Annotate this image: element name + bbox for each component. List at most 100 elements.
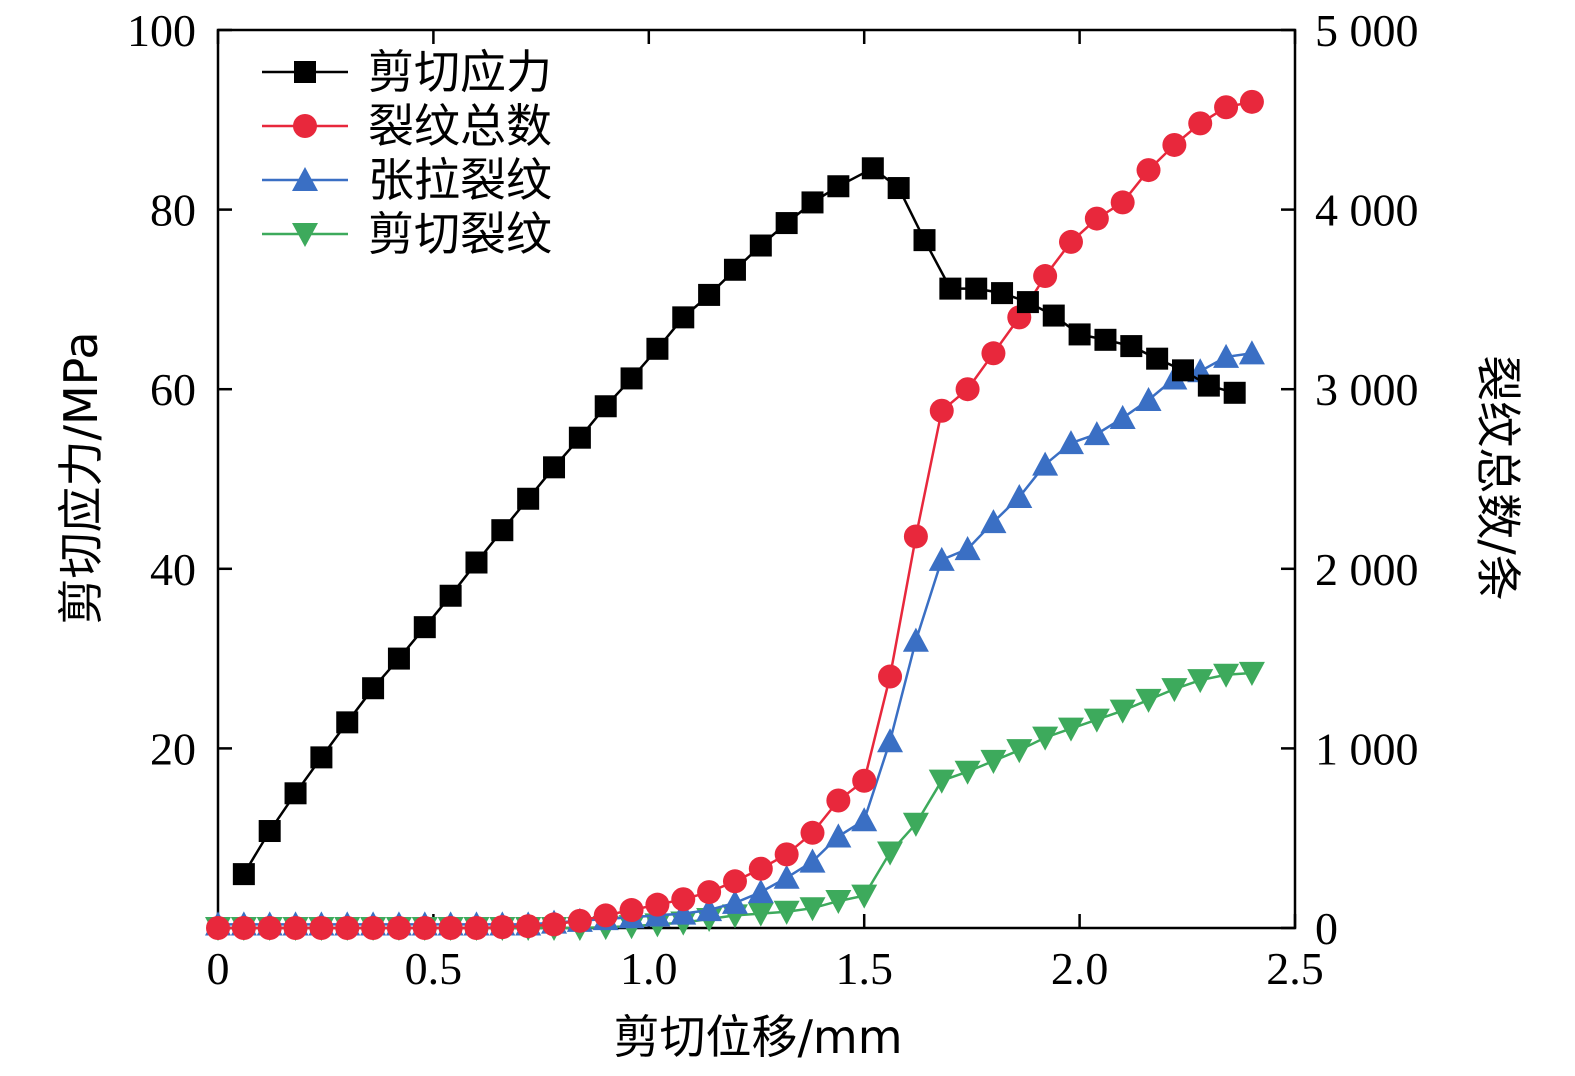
y-left-tick-label: 40 — [150, 544, 196, 595]
legend-entry: 裂纹总数 — [262, 99, 552, 153]
data-point — [928, 769, 955, 794]
data-point — [1033, 264, 1058, 289]
legend-label: 张拉裂纹 — [368, 153, 552, 207]
data-point — [309, 916, 334, 940]
y-right-tick-label: 3 000 — [1315, 364, 1419, 415]
legend-entry: 张拉裂纹 — [262, 153, 552, 207]
data-point — [517, 487, 540, 510]
data-point — [491, 519, 514, 542]
x-axis-title: 剪切位移/mm — [613, 1010, 902, 1064]
data-point — [1083, 708, 1110, 733]
data-point — [620, 367, 643, 390]
data-point — [670, 900, 697, 925]
data-point — [1146, 347, 1169, 370]
data-point — [1094, 328, 1117, 351]
data-point — [1006, 739, 1033, 764]
data-point — [775, 212, 798, 235]
data-point — [619, 898, 644, 923]
y-right-tick-label: 2 000 — [1315, 544, 1419, 595]
data-point — [826, 788, 851, 813]
y-axis-right-title: 裂纹总数/条 — [1471, 355, 1525, 601]
data-point — [1135, 386, 1162, 412]
data-point — [439, 584, 462, 607]
data-point — [362, 677, 385, 700]
data-point — [284, 782, 307, 805]
data-point — [257, 916, 282, 940]
y-left-tick-label: 80 — [150, 185, 196, 236]
data-point — [721, 889, 748, 914]
data-point — [980, 749, 1007, 774]
legend-label: 剪切裂纹 — [368, 207, 552, 261]
data-point — [465, 551, 488, 574]
data-point — [1171, 359, 1194, 382]
data-point — [283, 916, 308, 940]
x-tick-label: 1.0 — [620, 943, 678, 994]
series-square — [232, 157, 1246, 886]
data-point — [671, 887, 696, 912]
x-tick-label: 1.5 — [835, 943, 893, 994]
data-point — [1239, 89, 1264, 114]
data-point — [773, 864, 800, 889]
series-triangle-up — [205, 340, 1265, 936]
data-point — [258, 820, 281, 843]
data-point — [1135, 688, 1162, 713]
data-point — [799, 897, 826, 922]
data-point — [1016, 291, 1039, 314]
x-tick-label: 2.5 — [1266, 943, 1324, 994]
data-point — [861, 157, 884, 180]
data-point — [1238, 340, 1265, 365]
axis-titles: 剪切位移/mm 剪切应力/MPa 裂纹总数/条 — [54, 331, 1525, 1064]
x-tick-label: 0.5 — [405, 943, 463, 994]
data-point — [1032, 451, 1059, 476]
y-right-tick-label: 0 — [1315, 903, 1338, 954]
series-layer — [205, 89, 1265, 941]
data-point — [965, 277, 988, 300]
data-point — [991, 282, 1014, 305]
y-left-tick-label: 60 — [150, 364, 196, 415]
data-point — [902, 627, 929, 652]
data-point — [543, 456, 566, 479]
data-point — [1197, 374, 1220, 397]
data-point — [310, 746, 333, 769]
data-point — [1057, 717, 1084, 742]
y-right-tick-label: 4 000 — [1315, 185, 1419, 236]
data-point — [645, 892, 670, 917]
data-point — [231, 916, 256, 940]
data-point — [852, 768, 877, 793]
data-point — [954, 760, 981, 785]
data-point — [1110, 190, 1135, 215]
data-point — [801, 191, 824, 214]
data-point — [387, 647, 410, 670]
y-right-tick-label: 1 000 — [1315, 723, 1419, 774]
data-point — [1214, 95, 1239, 120]
data-point — [672, 306, 695, 329]
data-point — [1238, 661, 1265, 686]
x-tick-label: 0 — [207, 943, 230, 994]
data-point — [827, 175, 850, 198]
data-point — [939, 277, 962, 300]
data-point — [413, 616, 436, 639]
data-point — [697, 880, 722, 905]
data-point — [386, 916, 411, 940]
data-point — [1223, 381, 1246, 404]
data-point — [696, 897, 723, 922]
data-point — [748, 856, 773, 881]
data-point — [1042, 304, 1065, 327]
data-point — [1109, 404, 1136, 429]
data-point — [877, 728, 904, 753]
data-point — [593, 903, 618, 928]
data-point — [1006, 483, 1033, 509]
legend-marker — [292, 222, 318, 247]
data-point — [825, 823, 852, 848]
data-point — [913, 229, 936, 252]
data-point — [1136, 158, 1161, 183]
data-point — [232, 863, 255, 886]
data-point — [799, 848, 826, 873]
data-point — [981, 341, 1006, 366]
data-point — [851, 884, 878, 909]
data-point — [773, 900, 800, 925]
data-point — [774, 842, 799, 867]
tick-labels: 0 0.5 1.0 1.5 2.0 2.5 20 40 60 80 100 0 1 000 2 000 3 … — [127, 5, 1419, 994]
